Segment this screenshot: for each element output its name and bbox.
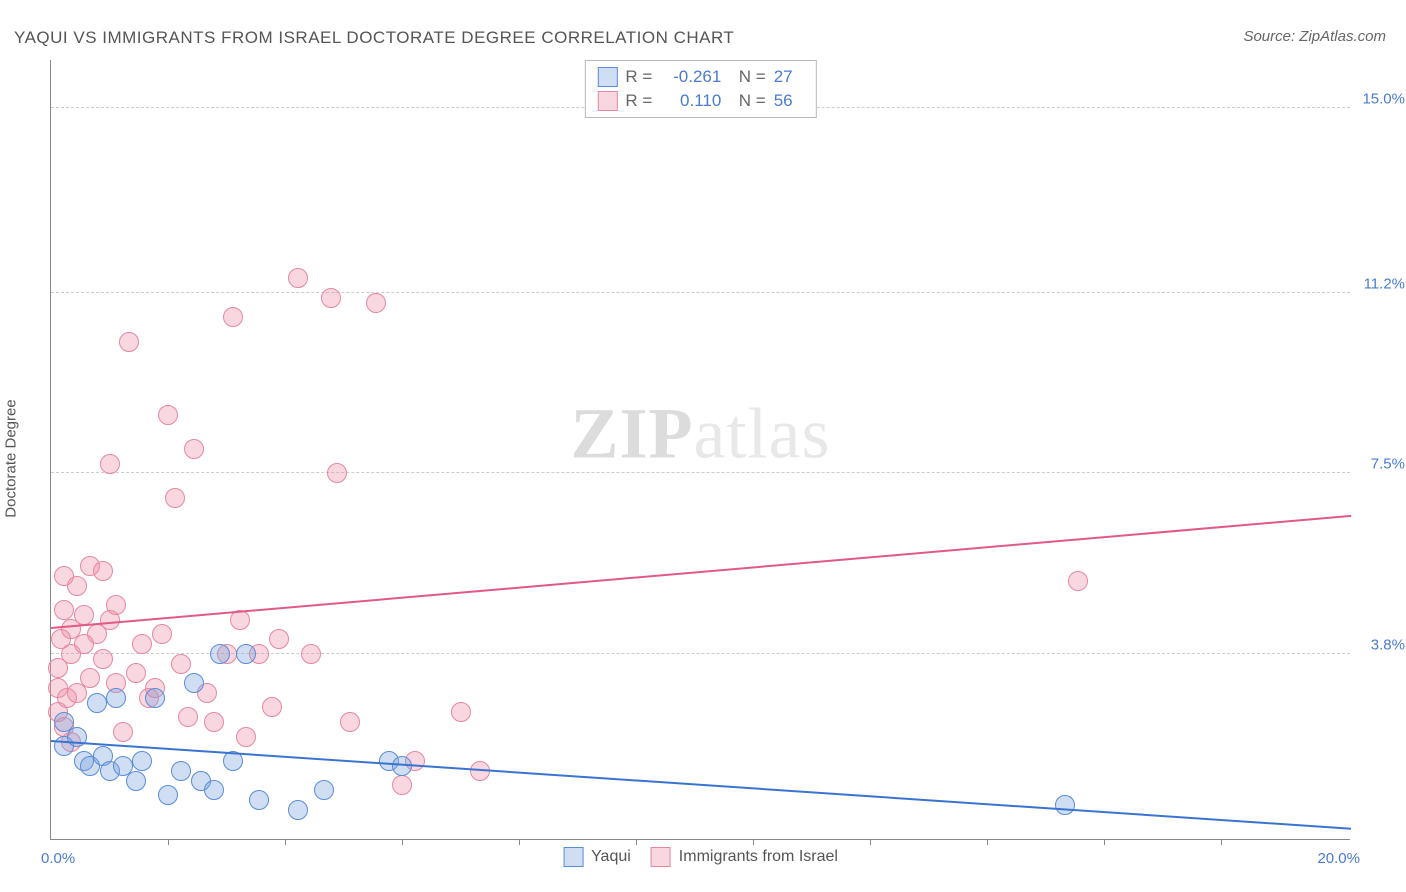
data-point-yaqui [106,688,126,708]
source-attribution: Source: ZipAtlas.com [1243,28,1386,45]
data-point-yaqui [126,771,146,791]
data-point-israel [80,668,100,688]
data-point-israel [178,707,198,727]
y-tick-label: 15.0% [1355,90,1405,107]
data-point-israel [204,712,224,732]
data-point-israel [74,605,94,625]
data-point-israel [392,775,412,795]
data-point-israel [165,488,185,508]
data-point-yaqui [171,761,191,781]
data-point-israel [126,663,146,683]
legend-row-israel: R = 0.110 N = 56 [597,89,803,113]
data-point-israel [262,697,282,717]
data-point-israel [158,405,178,425]
gridline [51,292,1350,293]
data-point-israel [57,688,77,708]
watermark-bold: ZIP [571,393,694,473]
data-point-israel [340,712,360,732]
data-point-yaqui [145,688,165,708]
x-tick [753,839,754,845]
data-point-yaqui [184,673,204,693]
x-tick [636,839,637,845]
x-tick [285,839,286,845]
data-point-yaqui [249,790,269,810]
plot-area: ZIPatlas Doctorate Degree 3.8%7.5%11.2%1… [50,60,1350,840]
legend-n-label: N = [729,67,765,87]
data-point-israel [1068,571,1088,591]
trend-line-yaqui [51,740,1351,830]
legend-item-israel: Immigrants from Israel [651,847,838,867]
data-point-israel [106,595,126,615]
legend-n-yaqui: 27 [774,67,804,87]
legend-n-israel: 56 [774,91,804,111]
watermark-rest: atlas [694,393,831,473]
legend-r-israel: 0.110 [661,91,721,111]
data-point-yaqui [210,644,230,664]
data-point-israel [93,561,113,581]
data-point-israel [288,268,308,288]
legend-label-yaqui: Yaqui [591,848,631,866]
data-point-israel [236,727,256,747]
data-point-israel [223,307,243,327]
gridline [51,472,1350,473]
legend-label-israel: Immigrants from Israel [679,848,838,866]
data-point-israel [301,644,321,664]
data-point-israel [152,624,172,644]
y-axis-title: Doctorate Degree [3,399,20,517]
data-point-israel [93,649,113,669]
data-point-israel [327,463,347,483]
legend-swatch-israel [597,91,617,111]
data-point-israel [119,332,139,352]
watermark: ZIPatlas [571,392,831,475]
data-point-israel [113,722,133,742]
data-point-israel [184,439,204,459]
data-point-israel [321,288,341,308]
data-point-yaqui [288,800,308,820]
data-point-israel [100,454,120,474]
legend-r-label: R = [625,67,653,87]
data-point-yaqui [204,780,224,800]
x-tick [1104,839,1105,845]
legend-swatch-israel-icon [651,847,671,867]
x-tick [1221,839,1222,845]
data-point-yaqui [1055,795,1075,815]
data-point-israel [54,600,74,620]
x-tick [987,839,988,845]
legend-r-label: R = [625,91,653,111]
data-point-israel [171,654,191,674]
y-tick-label: 7.5% [1355,456,1405,473]
data-point-yaqui [132,751,152,771]
data-point-israel [269,629,289,649]
legend-n-label: N = [729,91,765,111]
y-tick-label: 3.8% [1355,636,1405,653]
data-point-yaqui [236,644,256,664]
legend-r-yaqui: -0.261 [661,67,721,87]
legend-swatch-yaqui-icon [563,847,583,867]
chart-title: YAQUI VS IMMIGRANTS FROM ISRAEL DOCTORAT… [14,28,734,48]
data-point-yaqui [158,785,178,805]
data-point-israel [366,293,386,313]
data-point-israel [67,576,87,596]
data-point-israel [51,629,71,649]
data-point-israel [451,702,471,722]
correlation-legend: R = -0.261 N = 27 R = 0.110 N = 56 [584,60,816,118]
x-tick [870,839,871,845]
x-axis-max-label: 20.0% [1317,850,1360,867]
y-tick-label: 11.2% [1355,276,1405,293]
x-tick [402,839,403,845]
legend-item-yaqui: Yaqui [563,847,631,867]
x-tick [519,839,520,845]
series-legend: Yaqui Immigrants from Israel [563,847,838,867]
x-tick [168,839,169,845]
data-point-israel [132,634,152,654]
data-point-yaqui [87,693,107,713]
legend-swatch-yaqui [597,67,617,87]
legend-row-yaqui: R = -0.261 N = 27 [597,65,803,89]
data-point-yaqui [314,780,334,800]
x-axis-min-label: 0.0% [41,850,75,867]
